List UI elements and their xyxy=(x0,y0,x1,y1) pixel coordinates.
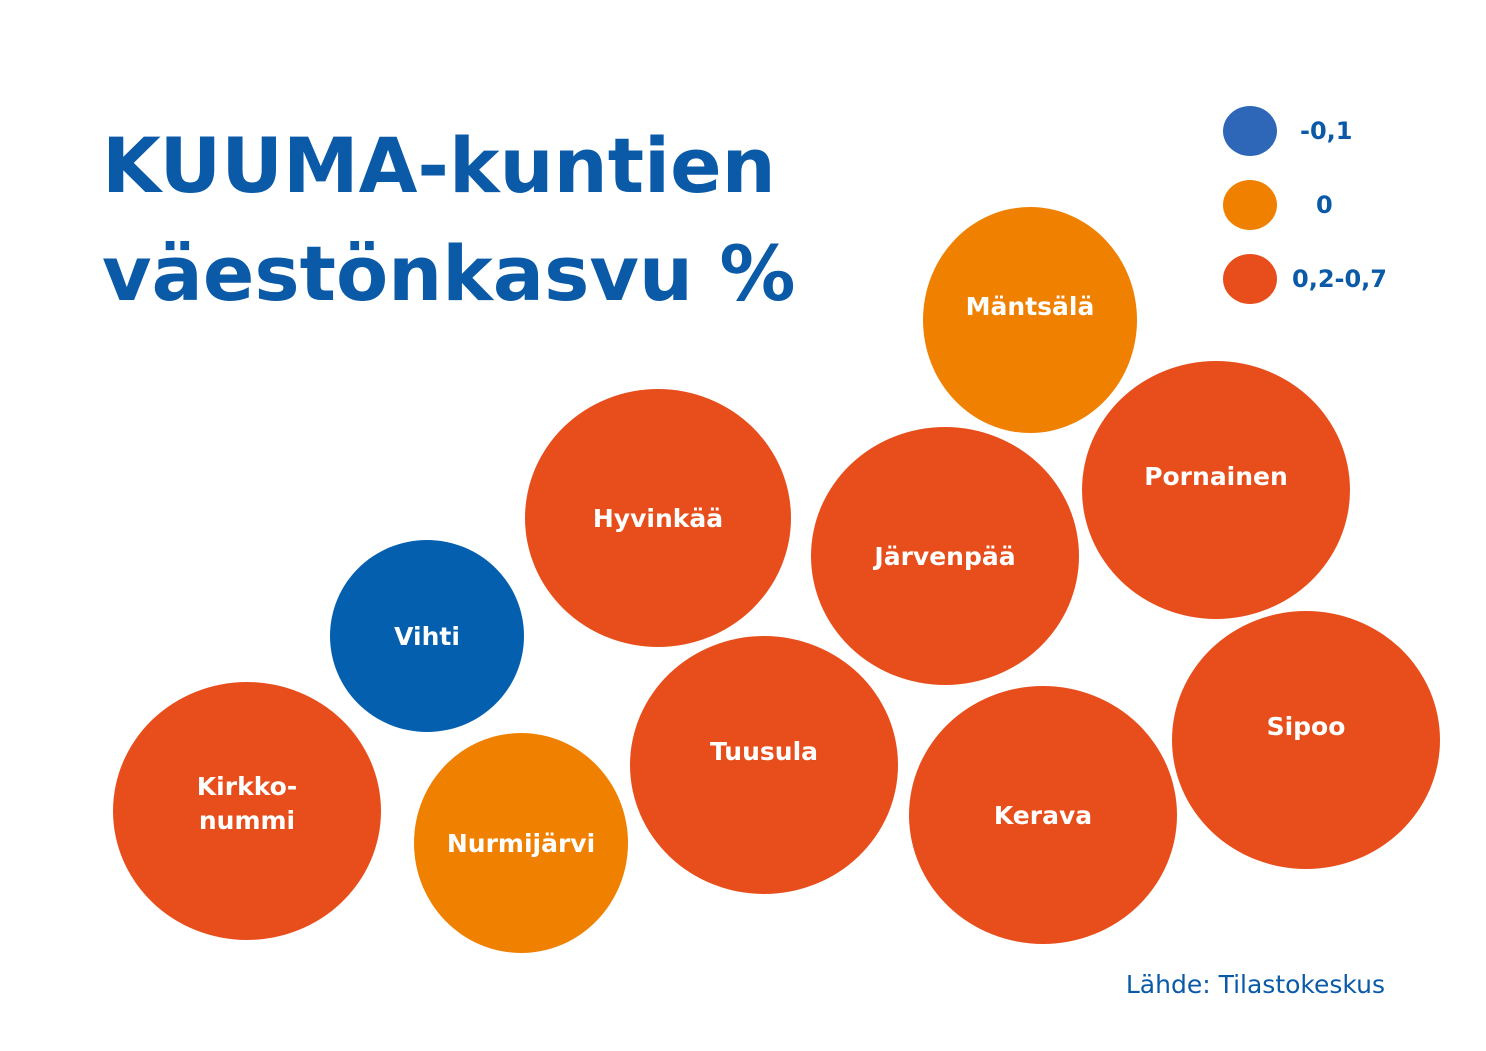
bubble-label-hyvinkaa: Hyvinkää xyxy=(593,504,723,533)
source-note: Lähde: Tilastokeskus xyxy=(1126,970,1385,999)
bubble-label-kirkkonummi-2: nummi xyxy=(199,806,295,835)
bubble-circle-pornainen xyxy=(1082,361,1350,619)
bubble-label-nurmijarvi: Nurmijärvi xyxy=(447,829,595,858)
bubble-jarvenpaa: Järvenpää xyxy=(811,427,1079,685)
bubble-vihti: Vihti xyxy=(330,540,524,732)
legend: -0,1 0 0,2-0,7 xyxy=(1223,106,1387,304)
bubble-sipoo: Sipoo xyxy=(1172,611,1440,869)
bubble-circle-hyvinkaa xyxy=(525,389,791,647)
legend-label-positive: 0,2-0,7 xyxy=(1292,265,1387,293)
bubble-circle-sipoo xyxy=(1172,611,1440,869)
bubble-circle-kirkkonummi xyxy=(113,682,381,940)
bubble-label-kirkkonummi-1: Kirkko- xyxy=(197,772,297,801)
bubble-pornainen: Pornainen xyxy=(1082,361,1350,619)
bubble-kerava: Kerava xyxy=(909,686,1177,944)
bubble-label-jarvenpaa: Järvenpää xyxy=(872,542,1015,571)
bubble-mantsala: Mäntsälä xyxy=(923,207,1137,433)
bubble-circle-kerava xyxy=(909,686,1177,944)
legend-label-zero: 0 xyxy=(1316,191,1333,219)
bubble-group: Mäntsälä Hyvinkää Järvenpää Pornainen Vihti T… xyxy=(113,207,1440,953)
bubble-circle-mantsala xyxy=(923,207,1137,433)
bubble-tuusula: Tuusula xyxy=(630,636,898,894)
bubble-label-kerava: Kerava xyxy=(994,801,1092,830)
bubble-label-tuusula: Tuusula xyxy=(710,737,818,766)
legend-swatch-positive xyxy=(1223,254,1277,304)
bubble-kirkkonummi: Kirkko-nummi xyxy=(113,682,381,940)
legend-label-negative: -0,1 xyxy=(1300,117,1352,145)
bubble-circle-nurmijarvi xyxy=(414,733,628,953)
legend-swatch-negative xyxy=(1223,106,1277,156)
bubble-circle-vihti xyxy=(330,540,524,732)
chart-title-line-2: väestönkasvu % xyxy=(102,229,796,318)
bubble-hyvinkaa: Hyvinkää xyxy=(525,389,791,647)
bubble-label-vihti: Vihti xyxy=(394,622,460,651)
bubble-nurmijarvi: Nurmijärvi xyxy=(414,733,628,953)
bubble-circle-tuusula xyxy=(630,636,898,894)
bubble-circle-jarvenpaa xyxy=(811,427,1079,685)
bubble-label-mantsala: Mäntsälä xyxy=(966,292,1095,321)
legend-swatch-zero xyxy=(1223,180,1277,230)
bubble-label-pornainen: Pornainen xyxy=(1144,462,1288,491)
chart-title-line-1: KUUMA-kuntien xyxy=(102,121,776,210)
bubble-label-sipoo: Sipoo xyxy=(1267,712,1346,741)
